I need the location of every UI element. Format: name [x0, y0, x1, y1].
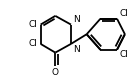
- Text: Cl: Cl: [28, 39, 37, 48]
- Text: Cl: Cl: [120, 9, 129, 18]
- Text: O: O: [52, 68, 59, 77]
- Text: N: N: [73, 45, 80, 54]
- Text: Cl: Cl: [28, 20, 37, 29]
- Text: N: N: [73, 15, 80, 24]
- Text: Cl: Cl: [120, 51, 129, 59]
